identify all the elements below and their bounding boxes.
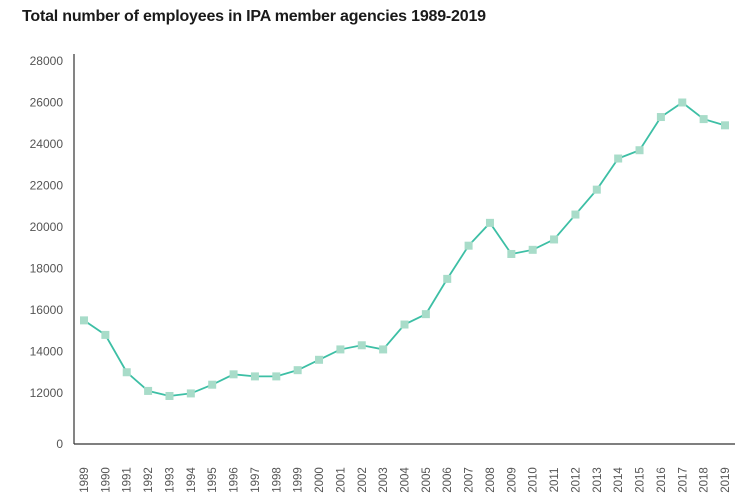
y-tick-label: 0 — [56, 437, 63, 451]
x-tick-label: 1997 — [250, 467, 262, 493]
data-point — [250, 372, 259, 381]
x-tick-label: 2010 — [528, 467, 540, 493]
x-tick-label: 1998 — [271, 467, 283, 493]
x-tick-label: 2014 — [613, 467, 625, 493]
series-line — [83, 101, 726, 397]
x-tick-label: 2000 — [314, 467, 326, 493]
data-point — [400, 320, 409, 329]
data-point — [208, 380, 217, 389]
x-tick-label: 2019 — [720, 467, 732, 493]
x-tick-label: 1989 — [79, 467, 91, 493]
data-point — [592, 185, 601, 194]
x-tick-label: 1993 — [164, 467, 176, 493]
x-tick-label: 2009 — [506, 467, 518, 493]
y-tick-label: 16000 — [30, 303, 64, 317]
x-tick-label: 2006 — [442, 467, 454, 493]
data-point — [101, 330, 110, 339]
x-tick-label: 2015 — [635, 467, 647, 493]
x-tick-label: 1994 — [186, 467, 198, 493]
data-point — [165, 391, 174, 400]
x-tick-label: 2002 — [357, 467, 369, 493]
y-tick-label: 28000 — [30, 54, 64, 68]
data-point — [80, 316, 88, 325]
y-tick-label: 14000 — [30, 345, 64, 359]
data-point — [485, 218, 494, 227]
data-point — [357, 341, 366, 350]
data-point — [614, 154, 623, 163]
y-tick-label: 12000 — [30, 386, 64, 400]
x-tick-label: 1992 — [143, 467, 155, 493]
data-point — [464, 241, 473, 250]
data-point — [379, 345, 388, 354]
data-point — [122, 368, 131, 377]
x-tick-label: 2008 — [485, 467, 497, 493]
data-point — [144, 386, 153, 395]
data-point — [550, 235, 559, 244]
data-point — [272, 372, 281, 381]
x-tick-label: 2017 — [677, 467, 689, 493]
data-point — [571, 210, 580, 219]
x-axis-ticks: 1989 1990 1991 1992 1993 1994 1995 1996 1997 1998… — [79, 467, 732, 493]
chart-title: Total number of employees in IPA member … — [22, 8, 486, 25]
x-tick-label: 2005 — [421, 467, 433, 493]
data-point — [507, 249, 516, 258]
data-point — [229, 370, 238, 379]
x-tick-label: 2007 — [464, 467, 476, 493]
data-point — [315, 355, 324, 364]
x-tick-label: 2016 — [656, 467, 668, 493]
data-point — [721, 121, 729, 130]
x-tick-label: 1996 — [229, 467, 241, 493]
x-tick-label: 2001 — [335, 467, 347, 493]
y-tick-label: 26000 — [30, 96, 64, 110]
data-point — [528, 245, 537, 254]
x-tick-label: 1991 — [122, 467, 134, 493]
y-tick-label: 24000 — [30, 137, 64, 151]
y-axis-ticks: 0 12000 14000 16000 18000 20000 22000 24000 2600… — [30, 54, 64, 451]
data-point — [678, 98, 687, 107]
x-tick-label: 2011 — [549, 468, 561, 493]
data-point — [699, 115, 708, 124]
x-tick-label: 2013 — [592, 467, 604, 493]
y-tick-label: 20000 — [30, 220, 64, 234]
x-tick-label: 2012 — [570, 467, 582, 493]
x-tick-label: 2004 — [400, 467, 412, 493]
data-point — [293, 366, 302, 375]
x-tick-label: 1995 — [207, 467, 219, 493]
x-tick-label: 2003 — [378, 467, 390, 493]
data-point — [336, 345, 345, 354]
data-point — [421, 310, 430, 319]
data-point — [443, 274, 452, 283]
data-point — [186, 389, 195, 398]
x-tick-label: 1990 — [100, 467, 112, 493]
x-tick-label: 1999 — [293, 467, 305, 493]
y-tick-label: 18000 — [30, 262, 64, 276]
data-point — [656, 113, 665, 122]
x-tick-label: 2018 — [699, 467, 711, 493]
data-point — [635, 146, 644, 155]
y-tick-label: 22000 — [30, 179, 64, 193]
data-markers — [80, 98, 729, 400]
